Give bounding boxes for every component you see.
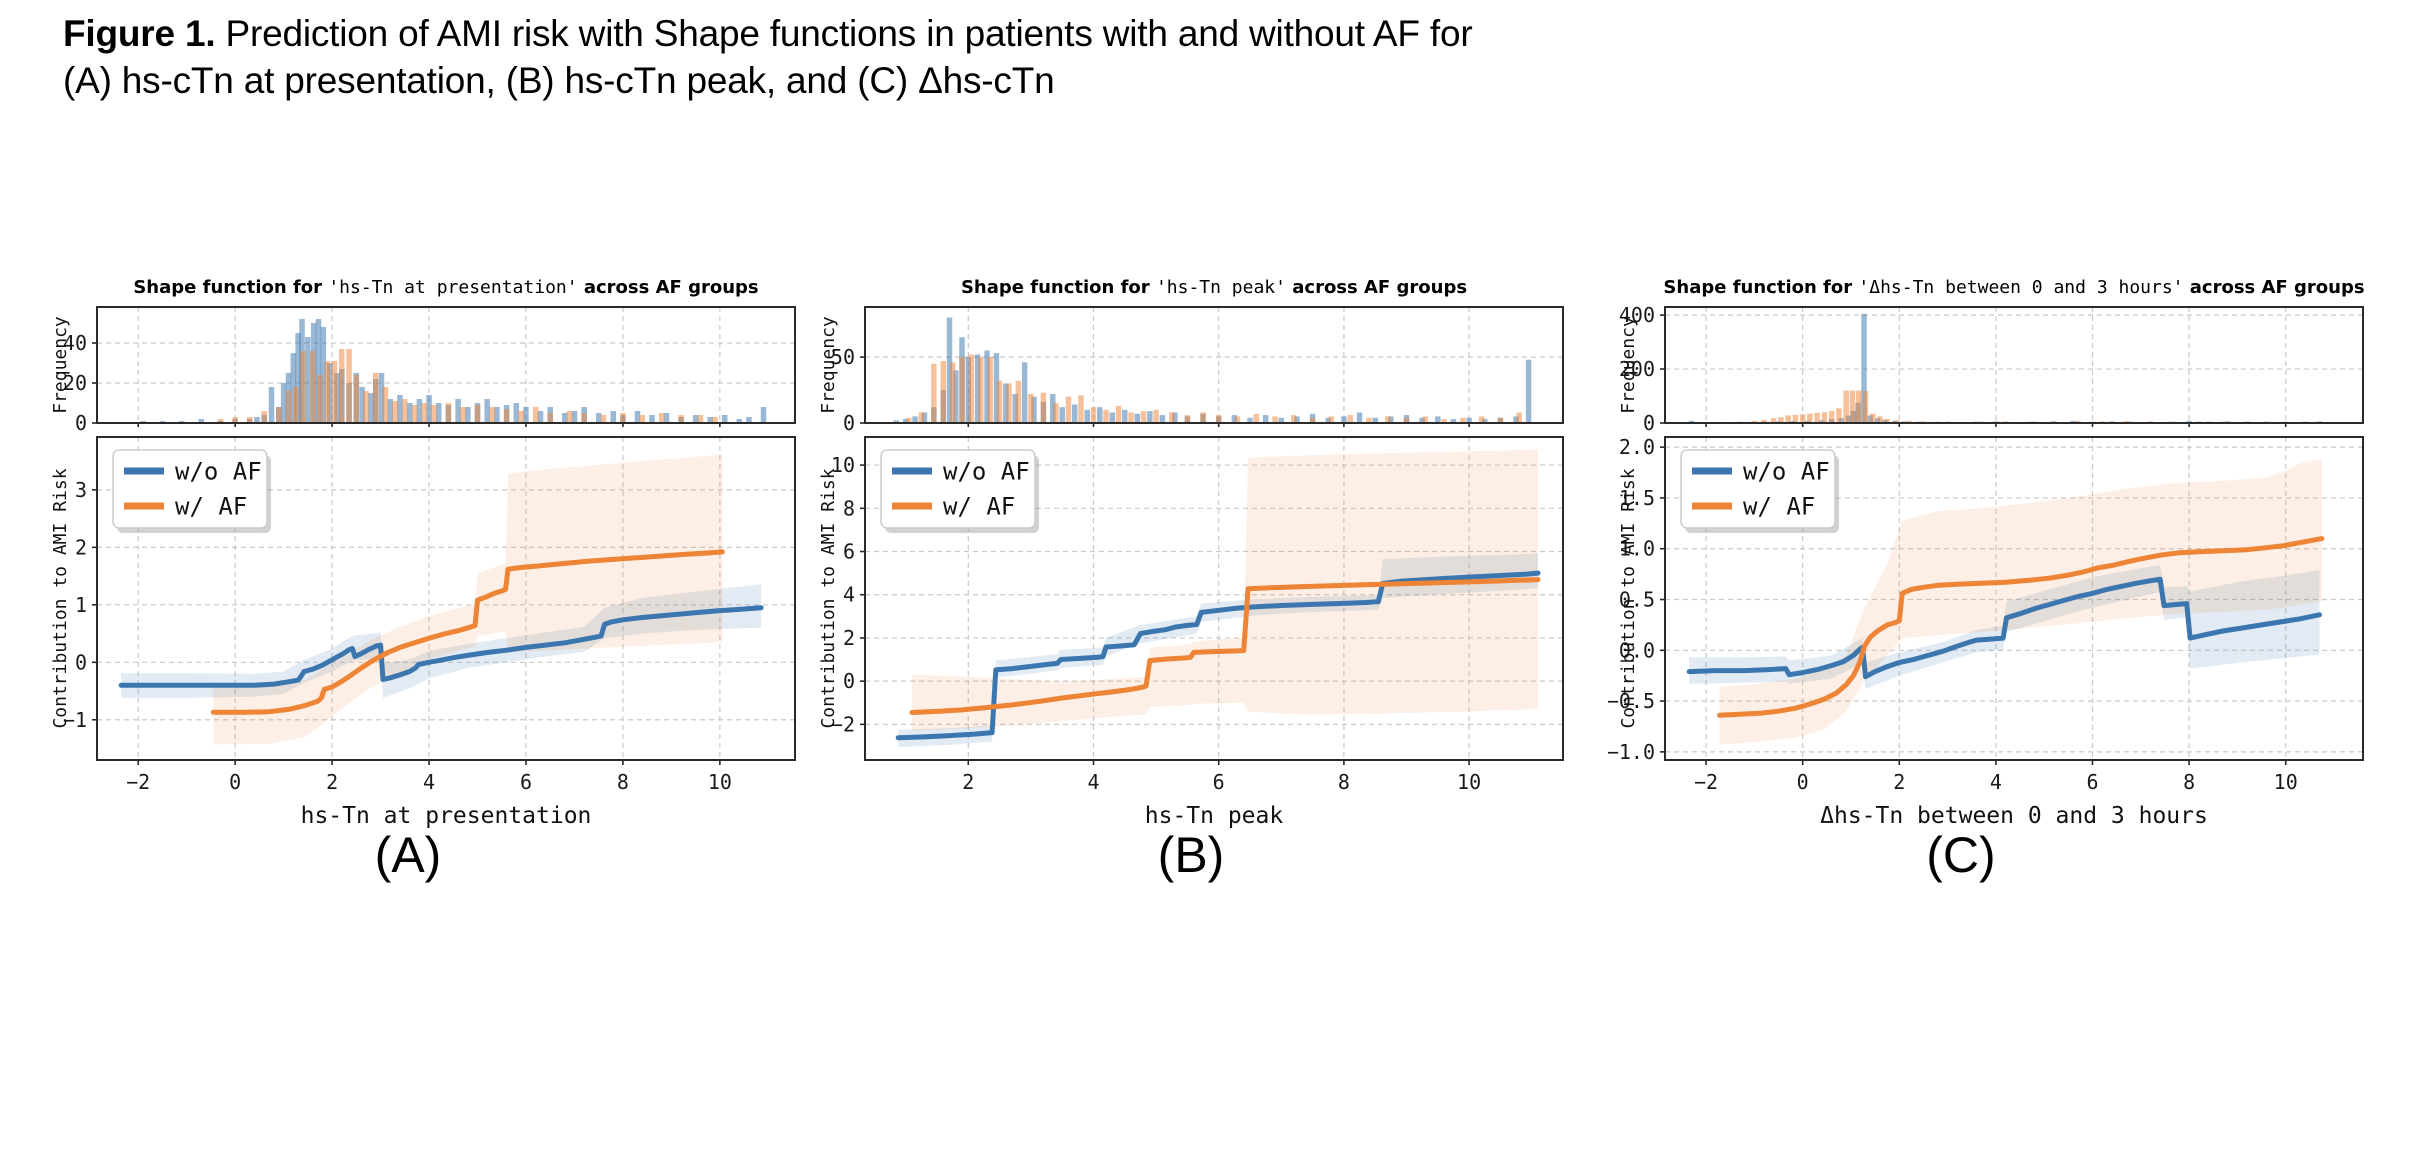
panel-c: −2 0 2 4 6 8 10 0 200 400 −1.0 −0.5 0.0 0.5 1.0 1.5 2.0 S…: [1608, 175, 2378, 835]
svg-text:0.5: 0.5: [1619, 588, 1655, 612]
svg-text:6: 6: [2086, 770, 2098, 794]
caption-figure-number: Figure 1.: [63, 13, 216, 54]
legend-label-w-af: w/ AF: [175, 492, 247, 520]
x-axis-label: Δhs-Tn between 0 and 3 hours: [1820, 803, 2208, 829]
svg-text:3: 3: [75, 478, 87, 502]
main-y-axis-label: Contribution to AMI Risk: [818, 468, 839, 728]
svg-text:−1: −1: [63, 708, 87, 732]
subplot-title: Shape function for 'hs-Tn at presentatio…: [133, 277, 758, 298]
svg-text:4: 4: [1087, 770, 1099, 794]
x-axis-label: hs-Tn at presentation: [301, 803, 592, 829]
panel-a: −2 0 2 4 6 8 10 0 20 40 −1 0 1 2 3 Shape function for '…: [40, 175, 810, 835]
legend-label-wo-af: w/o AF: [943, 457, 1030, 485]
main-y-axis-label: Contribution to AMI Risk: [1618, 468, 1639, 728]
svg-text:1.0: 1.0: [1619, 537, 1655, 561]
caption-line-2: (A) hs-cTn at presentation, (B) hs-cTn p…: [63, 60, 1055, 101]
svg-text:2: 2: [1893, 770, 1905, 794]
legend: w/o AF w/ AF: [1680, 449, 1839, 533]
svg-text:2: 2: [843, 626, 855, 650]
subplot-title: Shape function for 'hs-Tn peak' across A…: [961, 277, 1467, 298]
svg-text:4: 4: [1990, 770, 2002, 794]
shape-function-lines: [1686, 536, 2325, 718]
svg-text:−2: −2: [126, 770, 150, 794]
svg-text:0: 0: [229, 770, 241, 794]
svg-text:0: 0: [843, 411, 855, 435]
legend-label-wo-af: w/o AF: [1743, 457, 1830, 485]
axis-ticks: 2 4 6 8 10 0 50 −2 0 2 4 6 8 10: [831, 345, 1481, 794]
svg-text:0: 0: [843, 669, 855, 693]
svg-text:10: 10: [708, 770, 732, 794]
legend: w/o AF w/ AF: [880, 449, 1039, 533]
panel-b: 2 4 6 8 10 0 50 −2 0 2 4 6 8 10 Shape function for 'hs…: [808, 175, 1578, 835]
svg-text:0.0: 0.0: [1619, 638, 1655, 662]
svg-text:8: 8: [2183, 770, 2195, 794]
svg-text:0: 0: [1797, 770, 1809, 794]
figure-caption: Figure 1. Prediction of AMI risk with Sh…: [63, 10, 1473, 104]
svg-text:−2: −2: [831, 712, 855, 736]
svg-text:2: 2: [75, 535, 87, 559]
svg-text:−1.0: −1.0: [1608, 740, 1655, 764]
svg-text:2: 2: [326, 770, 338, 794]
panel-c-chart: −2 0 2 4 6 8 10 0 200 400 −1.0 −0.5 0.0 0.5 1.0 1.5 2.0 S…: [1608, 277, 2365, 829]
svg-text:8: 8: [1338, 770, 1350, 794]
legend-label-w-af: w/ AF: [1743, 492, 1815, 520]
legend-label-w-af: w/ AF: [943, 492, 1015, 520]
svg-text:8: 8: [843, 496, 855, 520]
hist-y-axis-label: Frequency: [1618, 316, 1639, 414]
svg-text:4: 4: [843, 583, 855, 607]
panel-letter-a: (A): [374, 827, 442, 883]
svg-text:6: 6: [843, 540, 855, 564]
legend-label-wo-af: w/o AF: [175, 457, 262, 485]
svg-text:10: 10: [831, 453, 855, 477]
svg-text:1.5: 1.5: [1619, 486, 1655, 510]
histogram-bars: [893, 317, 1532, 423]
svg-text:400: 400: [1619, 303, 1655, 327]
svg-text:2: 2: [962, 770, 974, 794]
svg-text:0: 0: [1643, 411, 1655, 435]
svg-text:50: 50: [831, 345, 855, 369]
svg-text:40: 40: [63, 331, 87, 355]
svg-text:2.0: 2.0: [1619, 435, 1655, 459]
shape-function-lines: [895, 570, 1541, 741]
svg-text:8: 8: [617, 770, 629, 794]
x-axis-label: hs-Tn peak: [1145, 803, 1284, 829]
svg-text:20: 20: [63, 371, 87, 395]
shape-function-lines: [118, 549, 764, 715]
svg-text:10: 10: [1457, 770, 1481, 794]
panel-letter-b: (B): [1157, 827, 1225, 883]
svg-text:6: 6: [1213, 770, 1225, 794]
panel-letter-c: (C): [1926, 827, 1996, 883]
main-y-axis-label: Contribution to AMI Risk: [50, 468, 71, 728]
caption-line1-text: Prediction of AMI risk with Shape functi…: [215, 13, 1473, 54]
svg-text:−0.5: −0.5: [1608, 689, 1655, 713]
hist-y-axis-label: Frequency: [50, 316, 71, 414]
axis-ticks: −2 0 2 4 6 8 10 0 20 40 −1 0 1 2 3: [63, 331, 732, 794]
histogram-bars: [1688, 313, 2323, 423]
gridlines: [1665, 307, 2363, 760]
histogram-bars: [140, 319, 767, 423]
caption-line-1: Figure 1. Prediction of AMI risk with Sh…: [63, 10, 1473, 57]
svg-text:200: 200: [1619, 357, 1655, 381]
svg-text:10: 10: [2274, 770, 2298, 794]
svg-text:1: 1: [75, 593, 87, 617]
legend: w/o AF w/ AF: [112, 449, 271, 533]
svg-text:6: 6: [520, 770, 532, 794]
svg-text:4: 4: [423, 770, 435, 794]
hist-y-axis-label: Frequency: [818, 316, 839, 414]
svg-text:0: 0: [75, 411, 87, 435]
panel-b-chart: 2 4 6 8 10 0 50 −2 0 2 4 6 8 10 Shape function for 'hs…: [818, 277, 1564, 829]
svg-text:0: 0: [75, 650, 87, 674]
svg-text:−2: −2: [1694, 770, 1718, 794]
axis-ticks: −2 0 2 4 6 8 10 0 200 400 −1.0 −0.5 0.0 0.5 1.0 1.5 2.0: [1608, 303, 2298, 794]
panel-a-chart: −2 0 2 4 6 8 10 0 20 40 −1 0 1 2 3 Shape function for '…: [50, 277, 796, 829]
subplot-title: Shape function for 'Δhs-Tn between 0 and…: [1663, 277, 2364, 298]
confidence-bands: [121, 454, 762, 745]
